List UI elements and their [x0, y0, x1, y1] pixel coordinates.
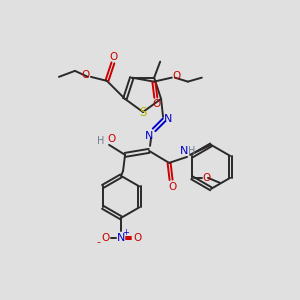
Text: O: O [101, 233, 109, 243]
Text: O: O [82, 70, 90, 80]
Text: O: O [202, 173, 210, 183]
Text: O: O [153, 99, 161, 109]
Text: N: N [117, 233, 125, 243]
Text: H: H [188, 146, 196, 156]
Text: -: - [96, 237, 100, 247]
Text: O: O [110, 52, 118, 62]
Text: O: O [133, 233, 141, 243]
Text: N: N [180, 146, 188, 156]
Text: S: S [139, 106, 147, 119]
Text: +: + [123, 228, 130, 237]
Text: O: O [173, 70, 181, 81]
Text: N: N [164, 114, 172, 124]
Text: O: O [168, 182, 176, 192]
Text: N: N [145, 131, 153, 141]
Text: O: O [107, 134, 115, 144]
Text: H: H [98, 136, 105, 146]
